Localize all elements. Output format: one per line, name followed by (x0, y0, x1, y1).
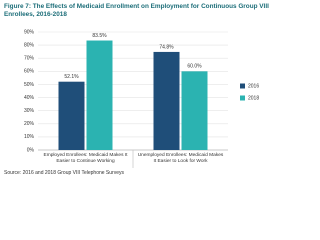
bar (58, 81, 85, 150)
y-tick-label: 80% (24, 42, 35, 48)
value-label: 60.0% (187, 64, 202, 70)
chart: 0% 10% 20% 30% 40% 50% 60% 70% 80% 90% 52.1% 83.5% 7… (24, 29, 259, 168)
y-tick-label: 10% (24, 134, 35, 140)
bar (86, 40, 113, 151)
x-tick-label: Employed Enrollees: Medicaid Makes It Ea… (43, 153, 128, 164)
value-label: 74.8% (159, 44, 174, 50)
value-label: 83.5% (92, 33, 107, 39)
page: Figure 7: The Effects of Medicaid Enroll… (4, 3, 269, 176)
legend-swatch (240, 95, 245, 101)
legend-swatch (240, 83, 245, 89)
chart-title: Figure 7: The Effects of Medicaid Enroll… (4, 3, 269, 18)
y-tick-label: 50% (24, 82, 35, 88)
legend-label: 2018 (248, 95, 259, 101)
value-label: 52.1% (64, 74, 79, 80)
y-tick-label: 30% (24, 108, 35, 114)
y-tick-label: 20% (24, 121, 35, 127)
y-tick-label: 60% (24, 69, 35, 75)
x-tick-label: Unemployed Enrollees: Medicaid Makes It … (137, 153, 224, 164)
source-note: Source: 2016 and 2018 Group VIII Telepho… (4, 170, 124, 176)
bar (181, 71, 208, 150)
y-tick-label: 70% (24, 56, 35, 62)
bar (153, 51, 180, 150)
y-tick-label: 40% (24, 95, 35, 101)
legend-label: 2016 (248, 83, 259, 89)
y-tick-label: 90% (24, 29, 35, 35)
y-tick-label: 0% (27, 147, 35, 153)
